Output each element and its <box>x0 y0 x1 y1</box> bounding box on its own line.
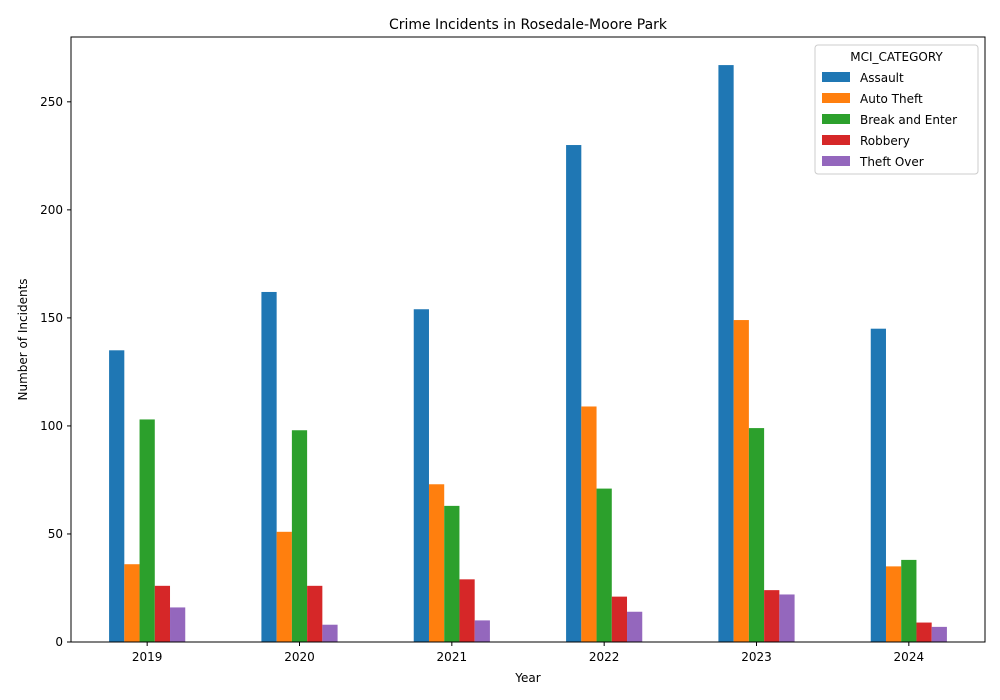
y-axis: 0 50 100 150 200 250 <box>40 95 71 649</box>
bars-group <box>109 65 947 643</box>
x-tick-label: 2021 <box>437 650 468 664</box>
bar-auto-theft-2023 <box>733 320 749 642</box>
bar-break-and-enter-2022 <box>596 488 612 642</box>
bar-robbery-2024 <box>916 622 932 642</box>
y-tick-label: 50 <box>48 527 63 541</box>
bar-break-and-enter-2023 <box>748 428 765 642</box>
legend-items: Assault Auto Theft Break and Enter Robbery T… <box>822 71 957 169</box>
bar-robbery-2021 <box>459 579 475 642</box>
legend-label: Assault <box>860 71 904 85</box>
x-tick-label: 2023 <box>741 650 772 664</box>
bar-theft-over-2020 <box>322 624 338 642</box>
legend-swatch <box>822 114 850 124</box>
y-tick-label: 100 <box>40 419 63 433</box>
x-tick-label: 2020 <box>284 650 315 664</box>
plot-frame <box>70 36 986 643</box>
x-axis: 2019 2020 2021 2022 2023 2024 <box>132 642 924 664</box>
y-tick-label: 0 <box>55 635 63 649</box>
legend-label: Robbery <box>860 134 910 148</box>
y-axis-label: Number of Incidents <box>16 278 30 400</box>
y-tick-label: 200 <box>40 203 63 217</box>
legend-label: Break and Enter <box>860 113 957 127</box>
legend-label: Theft Over <box>859 155 924 169</box>
bar-auto-theft-2021 <box>428 484 445 642</box>
legend-swatch <box>822 93 850 103</box>
bar-assault-2019 <box>109 350 125 642</box>
y-tick-label: 150 <box>40 311 63 325</box>
chart-title: Crime Incidents in Rosedale-Moore Park <box>389 17 668 33</box>
bar-assault-2021 <box>413 309 429 642</box>
bar-robbery-2019 <box>154 585 171 642</box>
legend-box <box>814 44 979 175</box>
bar-assault-2023 <box>718 65 734 642</box>
bar-break-and-enter-2024 <box>901 559 917 642</box>
bar-auto-theft-2022 <box>581 406 597 642</box>
x-tick-label: 2019 <box>132 650 163 664</box>
bar-theft-over-2023 <box>779 594 795 642</box>
x-axis-label: Year <box>514 671 540 685</box>
legend-label: Auto Theft <box>860 92 923 106</box>
bar-theft-over-2024 <box>931 626 947 642</box>
bar-theft-over-2022 <box>627 611 643 642</box>
bar-theft-over-2021 <box>474 620 490 642</box>
bar-assault-2022 <box>566 145 582 643</box>
bar-robbery-2023 <box>764 590 780 642</box>
bar-break-and-enter-2021 <box>444 505 460 642</box>
bar-theft-over-2019 <box>170 607 186 642</box>
bar-auto-theft-2024 <box>885 566 902 642</box>
legend-swatch <box>822 156 850 166</box>
y-tick-label: 250 <box>40 95 63 109</box>
bar-auto-theft-2019 <box>124 564 140 642</box>
legend: MCI_CATEGORY Assault Auto Theft Break and … <box>814 44 979 175</box>
bar-assault-2020 <box>261 291 277 642</box>
x-tick-label: 2024 <box>894 650 925 664</box>
legend-swatch <box>822 72 850 82</box>
bar-assault-2024 <box>870 328 886 642</box>
bar-robbery-2022 <box>611 596 628 642</box>
x-tick-label: 2022 <box>589 650 620 664</box>
legend-title: MCI_CATEGORY <box>850 50 943 64</box>
bar-break-and-enter-2020 <box>291 430 308 642</box>
bar-auto-theft-2020 <box>276 531 292 642</box>
bar-robbery-2020 <box>307 585 323 642</box>
bar-break-and-enter-2019 <box>139 419 155 642</box>
legend-swatch <box>822 135 850 145</box>
